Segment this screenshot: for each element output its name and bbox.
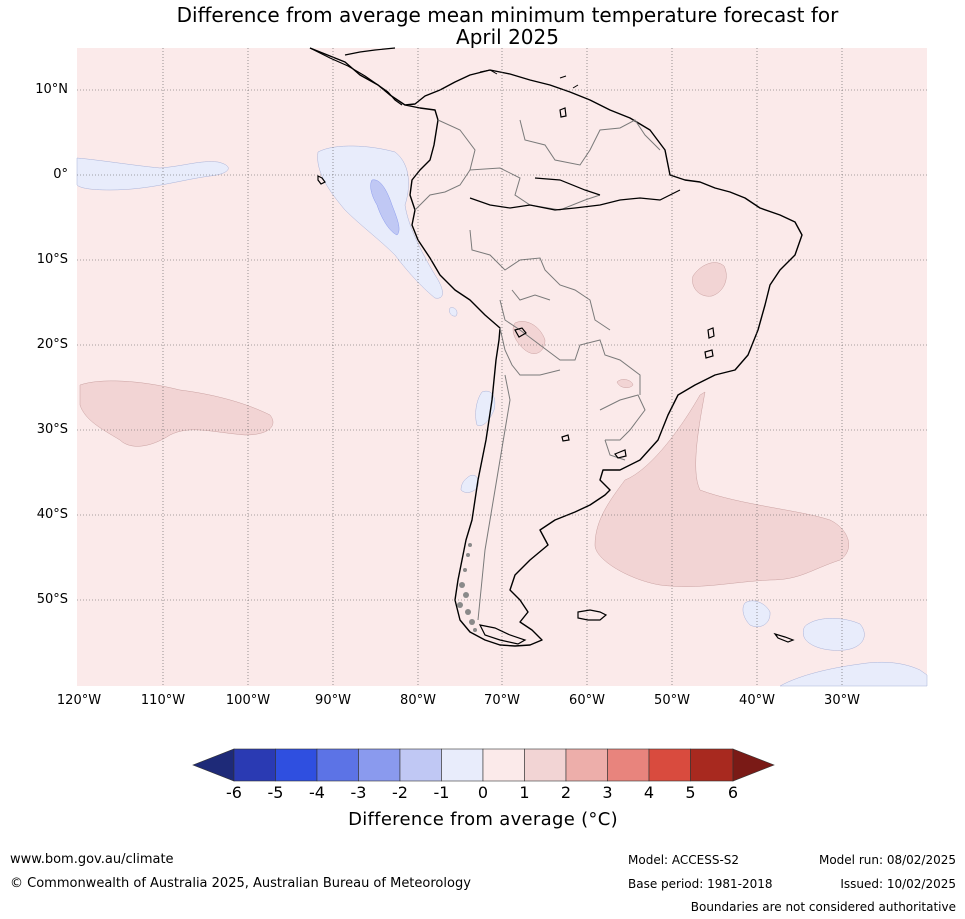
map-title: Difference from average mean minimum tem… <box>0 4 965 48</box>
model-run-date: Model run: 08/02/2025 <box>818 853 956 867</box>
base-period: Base period: 1981-2018 <box>628 877 773 891</box>
colorbar-max-arrow <box>732 748 775 782</box>
warm-region-south-atlantic <box>594 391 849 587</box>
lat-label-10s: 10°S <box>36 252 68 267</box>
cool-region-southern-ocean <box>779 662 928 687</box>
colorbar-tick: 2 <box>560 783 572 802</box>
website-link[interactable]: www.bom.gov.au/climate <box>10 852 174 867</box>
colorbar-tick: 4 <box>643 783 655 802</box>
islands <box>317 175 795 645</box>
colorbar-tick: 6 <box>727 783 739 802</box>
lon-label-70w: 70°W <box>484 693 520 708</box>
lon-label-120w: 120°W <box>56 693 102 708</box>
colorbar-tick: -2 <box>392 783 408 802</box>
south-georgia <box>773 632 795 643</box>
colorbar-seg-10 <box>607 748 650 782</box>
colorbar-min-arrow <box>192 748 235 782</box>
lon-label-90w: 90°W <box>315 693 351 708</box>
chilean-fjords <box>457 543 477 632</box>
colorbar <box>192 748 775 782</box>
lat-label-30s: 30°S <box>36 422 68 437</box>
lake-5 <box>559 107 567 118</box>
lake-3 <box>614 449 627 459</box>
lon-label-100w: 100°W <box>225 693 271 708</box>
caribbean-islands <box>479 69 579 89</box>
boundaries-disclaimer: Boundaries are not considered authoritat… <box>690 900 956 914</box>
colorbar-tick: 1 <box>519 783 530 802</box>
falkland-islands <box>577 609 608 621</box>
lon-label-110w: 110°W <box>140 693 186 708</box>
tierra-del-fuego <box>478 624 527 645</box>
colorbar-seg-4 <box>358 748 401 782</box>
lake-4 <box>561 434 570 442</box>
lon-label-80w: 80°W <box>400 693 436 708</box>
lon-label-40w: 40°W <box>739 693 775 708</box>
warm-region-brazil-highlands <box>692 262 727 297</box>
warm-region-paraguay <box>616 379 634 388</box>
cool-region-eastern-pacific <box>317 145 443 299</box>
colorbar-tick: -6 <box>226 783 242 802</box>
colorbar-tick: -3 <box>350 783 367 802</box>
colorbar-tick: -4 <box>309 783 325 802</box>
colorbar-seg-11 <box>648 748 691 782</box>
cooler-region-galapagos <box>370 179 400 236</box>
lat-label-20s: 20°S <box>36 337 68 352</box>
lon-label-60w: 60°W <box>569 693 605 708</box>
colorbar-tick: 3 <box>602 783 613 802</box>
central-america-coastline <box>309 47 403 106</box>
lat-label-40s: 40°S <box>36 507 68 522</box>
cool-region-falklands <box>742 600 771 628</box>
country-borders <box>414 119 661 621</box>
colorbar-tick: -1 <box>433 783 450 802</box>
amazon-north-channel <box>534 177 601 196</box>
cool-region-equatorial-pacific <box>76 157 229 191</box>
cool-anomaly-regions <box>76 145 928 687</box>
cool-region-chile-coast-2 <box>460 475 479 493</box>
amazon-river <box>469 189 681 211</box>
galapagos <box>317 175 326 185</box>
colorbar-label: Difference from average (°C) <box>348 809 618 830</box>
lon-label-50w: 50°W <box>654 693 690 708</box>
title-line-1: Difference from average mean minimum tem… <box>176 3 839 27</box>
colorbar-seg-5 <box>399 748 442 782</box>
colorbar-seg-3 <box>316 748 359 782</box>
colorbar-seg-8 <box>524 748 567 782</box>
colorbar-seg-1 <box>233 748 276 782</box>
lake-titicaca <box>514 327 527 338</box>
title-line-2: April 2025 <box>456 25 559 49</box>
graticule <box>77 48 927 686</box>
colorbar-seg-12 <box>690 748 734 782</box>
cool-region-south-georgia <box>802 618 865 651</box>
colorbar-tick: -5 <box>267 783 284 802</box>
colorbar-tick: 5 <box>685 783 696 802</box>
colorbar-seg-6 <box>441 748 484 782</box>
colorbar-seg-7 <box>482 748 525 782</box>
colorbar-seg-9 <box>565 748 608 782</box>
copyright-text: © Commonwealth of Australia 2025, Austra… <box>10 876 471 891</box>
lat-label-10n: 10°N <box>35 82 68 97</box>
lake-1 <box>707 327 715 339</box>
model-name: Model: ACCESS-S2 <box>628 853 740 867</box>
lat-label-50s: 50°S <box>36 592 68 607</box>
colorbar-tick: 0 <box>477 783 489 802</box>
inland-waters <box>469 107 715 459</box>
warm-region-altiplano <box>512 321 546 354</box>
lake-2 <box>704 349 714 359</box>
south-america-coastline <box>309 47 803 647</box>
issued-date: Issued: 10/02/2025 <box>840 877 956 891</box>
colorbar-seg-2 <box>275 748 318 782</box>
cool-region-pacific-small <box>449 307 458 317</box>
lon-label-30w: 30°W <box>824 693 860 708</box>
lat-label-0: 0° <box>53 167 68 182</box>
